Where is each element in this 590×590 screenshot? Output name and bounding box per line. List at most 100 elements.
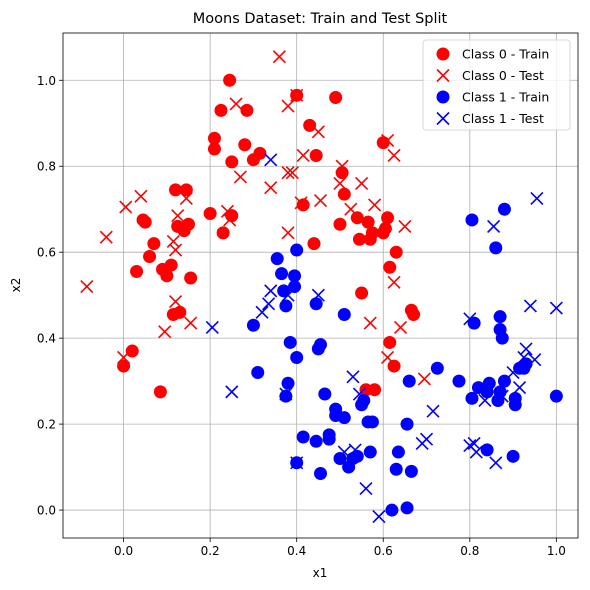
data-point <box>314 467 327 481</box>
chart-title: Moons Dataset: Train and Test Split <box>193 11 448 27</box>
series-0 <box>117 73 421 399</box>
data-point <box>407 308 421 322</box>
data-point <box>216 226 230 240</box>
data-point <box>166 234 180 249</box>
data-point <box>296 430 310 444</box>
data-point <box>378 222 392 236</box>
data-point <box>333 451 347 465</box>
data-point <box>184 316 198 330</box>
data-point <box>519 342 533 356</box>
data-point <box>333 217 347 231</box>
data-point <box>465 213 479 227</box>
axis-ticks: 0.0 0.2 0.4 0.6 0.8 1.0 0.0 0.2 0.4 0.6 0.8 1.0 <box>37 74 566 558</box>
data-point <box>463 312 477 326</box>
data-point <box>402 374 416 388</box>
data-point <box>220 204 235 218</box>
data-point <box>307 237 321 251</box>
data-point <box>262 297 276 311</box>
data-point <box>426 404 440 418</box>
data-point <box>430 361 444 375</box>
data-point <box>134 189 148 203</box>
data-point <box>281 226 295 240</box>
data-point <box>179 191 193 206</box>
data-point <box>346 370 360 384</box>
x-tick-label: 0.6 <box>374 544 393 558</box>
data-point <box>143 249 157 263</box>
data-point <box>419 432 434 446</box>
legend-marker <box>436 111 450 126</box>
data-point <box>313 194 328 208</box>
data-point <box>296 148 310 163</box>
data-point <box>184 271 198 285</box>
data-point <box>467 436 481 451</box>
data-point <box>372 509 386 524</box>
legend-label: Class 0 - Train <box>462 47 549 62</box>
data-point <box>147 237 161 251</box>
data-point <box>381 133 395 148</box>
data-point <box>275 267 289 281</box>
data-point <box>281 99 295 113</box>
data-point <box>506 449 520 463</box>
y-tick-label: 0.0 <box>37 504 56 518</box>
y-tick-label: 0.6 <box>37 246 56 260</box>
data-point <box>489 241 503 255</box>
x-tick-label: 0.2 <box>201 544 220 558</box>
data-point <box>482 376 496 390</box>
series-3 <box>205 153 563 524</box>
data-point <box>281 166 295 180</box>
y-tick-label: 0.8 <box>37 160 56 174</box>
data-point <box>398 219 412 233</box>
data-point <box>517 350 531 365</box>
data-point <box>549 301 563 315</box>
data-point <box>357 393 371 407</box>
data-point <box>368 198 382 212</box>
data-point <box>168 243 183 257</box>
legend-marker <box>436 90 450 104</box>
data-point <box>264 284 278 298</box>
data-point <box>264 181 278 195</box>
data-point <box>337 308 351 322</box>
data-point <box>138 215 152 229</box>
data-point <box>153 385 167 399</box>
data-point <box>350 211 364 225</box>
legend-label: Class 1 - Test <box>462 111 544 126</box>
data-point <box>290 456 304 470</box>
data-point <box>303 118 317 132</box>
data-point <box>528 353 542 367</box>
data-point <box>383 260 397 274</box>
data-point <box>246 318 260 332</box>
data-point <box>387 148 401 163</box>
data-point <box>417 372 431 386</box>
data-point <box>389 462 403 476</box>
series-1 <box>80 50 431 386</box>
data-point <box>311 288 325 302</box>
data-point <box>290 88 304 102</box>
data-point <box>290 243 304 257</box>
data-point <box>223 73 237 87</box>
data-point <box>80 280 94 294</box>
legend-marker <box>436 47 450 61</box>
data-point <box>168 295 183 309</box>
data-point <box>169 183 183 197</box>
data-point <box>387 359 401 373</box>
data-point <box>225 385 239 399</box>
plot-area-frame <box>62 32 579 539</box>
legend-marker <box>436 68 450 83</box>
data-point <box>389 245 403 259</box>
data-point <box>288 280 302 294</box>
data-point <box>495 389 509 403</box>
data-point <box>164 258 178 272</box>
data-point <box>368 383 382 397</box>
data-point <box>519 357 533 371</box>
data-point <box>363 316 377 330</box>
data-point <box>497 202 511 216</box>
data-point <box>117 350 131 365</box>
data-point <box>478 393 492 408</box>
data-point <box>359 482 373 496</box>
data-point <box>283 335 297 349</box>
data-point <box>452 374 466 388</box>
data-point <box>400 417 414 431</box>
data-point <box>400 501 414 515</box>
data-point <box>270 252 284 266</box>
data-points <box>80 50 563 524</box>
